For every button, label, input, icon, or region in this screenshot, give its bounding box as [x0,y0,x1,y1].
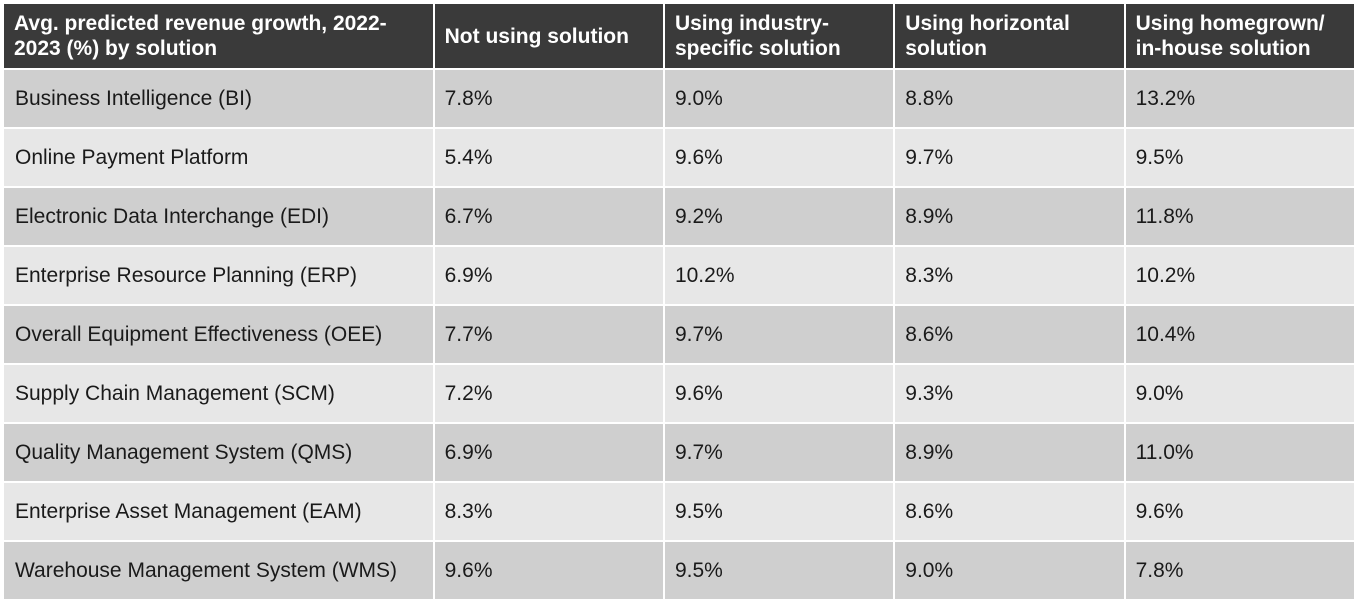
row-value-cell: 10.2% [664,247,894,304]
row-value-cell: 8.9% [895,188,1124,245]
header-text-line: in-house solution [1135,37,1311,60]
table-row: Enterprise Asset Management (EAM) 8.3% 9.5… [4,483,1354,540]
row-value-cell: 8.6% [895,483,1124,540]
row-value-cell: 8.8% [895,70,1124,127]
row-value-cell: 8.3% [434,483,663,540]
header-cell-industry-specific: Using industry-specific solution [664,4,894,68]
row-value-cell: 7.7% [434,306,663,363]
header-text-line: 2023 (%) by solution [14,37,218,60]
row-value-cell: 13.2% [1125,70,1354,127]
row-value-cell: 6.9% [434,247,663,304]
row-value-cell: 9.6% [434,542,663,599]
table-row: Supply Chain Management (SCM) 7.2% 9.6% 9.3… [4,365,1354,422]
row-solution-name: Warehouse Management System (WMS) [4,542,433,599]
row-value-cell: 9.0% [895,542,1124,599]
header-cell-not-using: Not using solution [434,4,663,68]
table-body: Business Intelligence (BI) 7.8% 9.0% 8.8% 13… [4,70,1354,599]
row-value-cell: 8.9% [895,424,1124,481]
header-cell-horizontal: Using horizontal solution [895,4,1124,68]
row-solution-name: Business Intelligence (BI) [4,70,433,127]
header-text-line: Using homegrown/ [1135,12,1325,35]
row-value-cell: 9.5% [664,542,894,599]
table-row: Electronic Data Interchange (EDI) 6.7% 9.2… [4,188,1354,245]
row-value-cell: 5.4% [434,129,663,186]
row-value-cell: 7.8% [1125,542,1354,599]
table-row: Quality Management System (QMS) 6.9% 9.7% 8… [4,424,1354,481]
row-value-cell: 9.0% [664,70,894,127]
table-header: Avg. predicted revenue growth, 2022- 2023… [4,4,1354,68]
row-value-cell: 9.0% [1125,365,1354,422]
row-value-cell: 9.5% [1125,129,1354,186]
table-row: Enterprise Resource Planning (ERP) 6.9% 10… [4,247,1354,304]
row-value-cell: 8.6% [895,306,1124,363]
header-text-line: specific solution [674,37,841,60]
header-row: Avg. predicted revenue growth, 2022- 2023… [4,4,1354,68]
table-row: Business Intelligence (BI) 7.8% 9.0% 8.8% 13… [4,70,1354,127]
row-solution-name: Quality Management System (QMS) [4,424,433,481]
row-value-cell: 9.6% [1125,483,1354,540]
row-solution-name: Electronic Data Interchange (EDI) [4,188,433,245]
header-text-line: Avg. predicted revenue growth, 2022- [14,12,387,35]
table-row: Online Payment Platform 5.4% 9.6% 9.7% 9.5% [4,129,1354,186]
row-solution-name: Overall Equipment Effectiveness (OEE) [4,306,433,363]
header-text-line: Not using solution [444,24,629,48]
header-cell-homegrown: Using homegrown/in-house solution [1125,4,1354,68]
row-value-cell: 9.3% [895,365,1124,422]
row-value-cell: 11.8% [1125,188,1354,245]
row-value-cell: 9.5% [664,483,894,540]
header-text-line: Using industry- [674,12,829,35]
row-value-cell: 10.4% [1125,306,1354,363]
row-solution-name: Online Payment Platform [4,129,433,186]
row-value-cell: 8.3% [895,247,1124,304]
row-value-cell: 9.6% [664,365,894,422]
row-value-cell: 9.2% [664,188,894,245]
row-value-cell: 7.2% [434,365,663,422]
row-value-cell: 9.7% [664,306,894,363]
row-solution-name: Enterprise Asset Management (EAM) [4,483,433,540]
row-value-cell: 9.7% [664,424,894,481]
header-cell-solution: Avg. predicted revenue growth, 2022- 2023… [4,4,433,68]
row-solution-name: Enterprise Resource Planning (ERP) [4,247,433,304]
row-value-cell: 10.2% [1125,247,1354,304]
row-value-cell: 7.8% [434,70,663,127]
row-value-cell: 9.6% [664,129,894,186]
header-text-line: solution [905,37,987,60]
row-value-cell: 6.7% [434,188,663,245]
header-text-line: Using horizontal [905,12,1070,35]
row-value-cell: 11.0% [1125,424,1354,481]
row-value-cell: 9.7% [895,129,1124,186]
row-value-cell: 6.9% [434,424,663,481]
table-row: Warehouse Management System (WMS) 9.6% 9.5… [4,542,1354,599]
table-row: Overall Equipment Effectiveness (OEE) 7.7… [4,306,1354,363]
row-solution-name: Supply Chain Management (SCM) [4,365,433,422]
